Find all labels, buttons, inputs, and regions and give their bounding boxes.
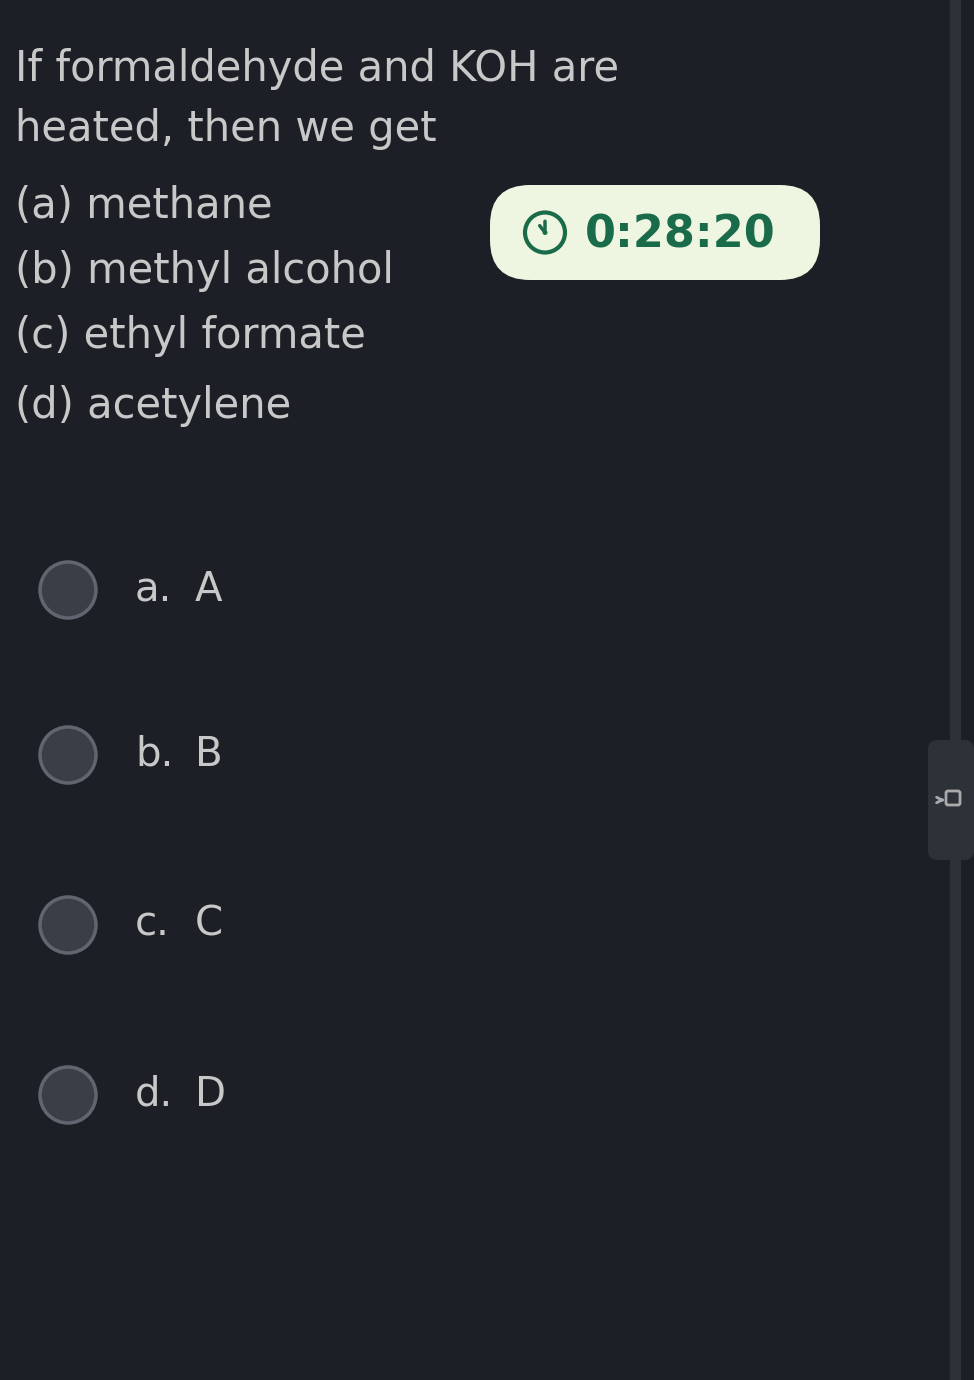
Text: 0:28:20: 0:28:20	[585, 213, 775, 257]
Text: (a) methane: (a) methane	[15, 185, 273, 226]
Text: (b) methyl alcohol: (b) methyl alcohol	[15, 250, 393, 293]
Text: d.: d.	[135, 1075, 173, 1115]
Text: (d) acetylene: (d) acetylene	[15, 385, 291, 426]
Circle shape	[543, 230, 547, 235]
Circle shape	[40, 562, 96, 618]
Circle shape	[40, 1067, 96, 1123]
FancyBboxPatch shape	[490, 185, 820, 280]
Text: c.: c.	[135, 905, 169, 945]
Text: D: D	[195, 1075, 226, 1115]
Circle shape	[40, 897, 96, 954]
FancyBboxPatch shape	[928, 740, 974, 860]
Text: C: C	[195, 905, 223, 945]
Circle shape	[40, 727, 96, 782]
Text: (c) ethyl formate: (c) ethyl formate	[15, 315, 366, 357]
Text: heated, then we get: heated, then we get	[15, 108, 436, 150]
Text: A: A	[195, 570, 222, 610]
Text: a.: a.	[135, 570, 172, 610]
Text: b.: b.	[135, 736, 173, 776]
Text: B: B	[195, 736, 223, 776]
Text: If formaldehyde and KOH are: If formaldehyde and KOH are	[15, 48, 619, 90]
